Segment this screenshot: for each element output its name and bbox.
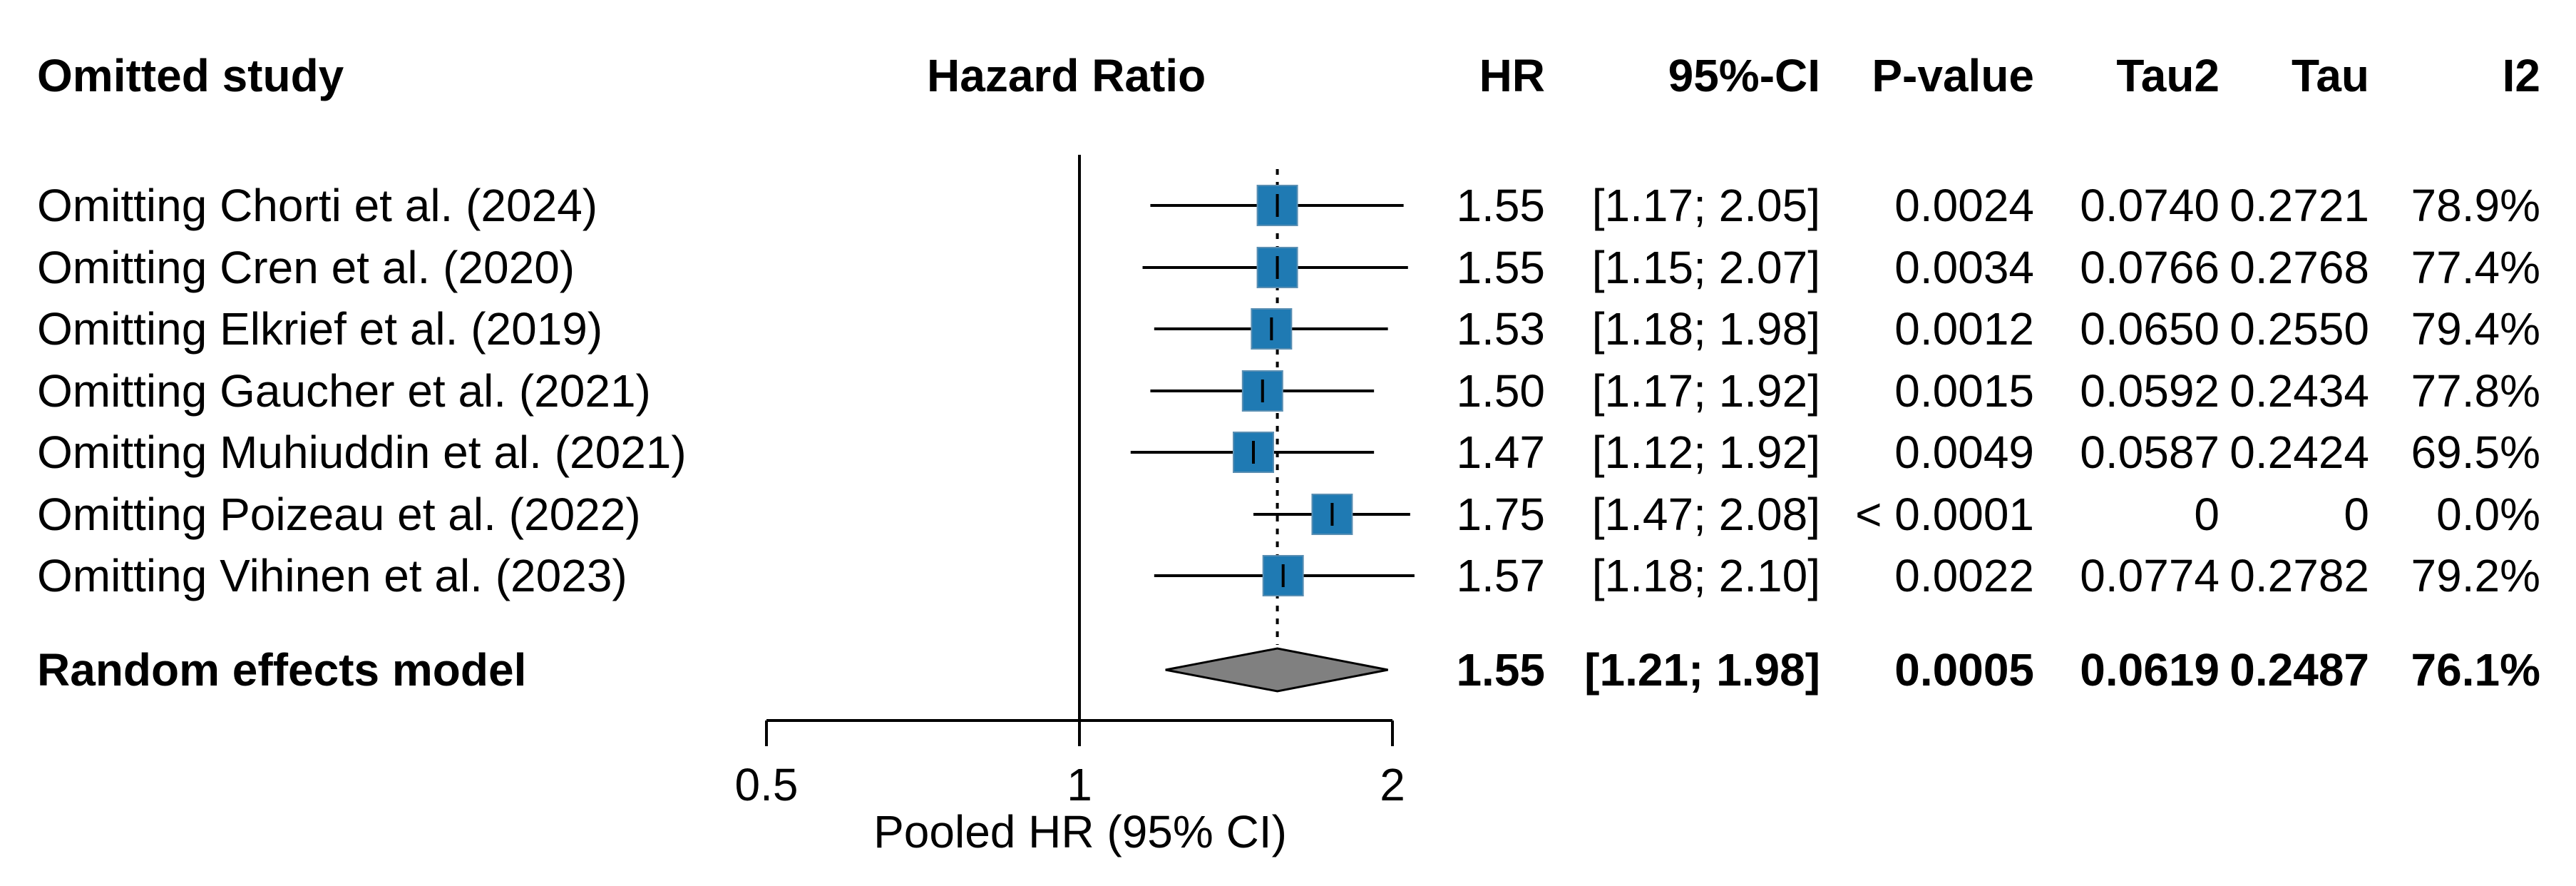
cell-p: 0.0024 xyxy=(1894,180,2034,231)
cell-ci: [1.47; 2.08] xyxy=(1592,489,1820,540)
cell-i2: 77.8% xyxy=(2411,365,2540,417)
summary-cell-tau2: 0.0619 xyxy=(2080,644,2220,696)
cell-i2: 77.4% xyxy=(2411,242,2540,293)
cell-hr: 1.75 xyxy=(1456,489,1545,540)
study-row: Omitting Vihinen et al. (2023) 1.57 [1.18;… xyxy=(37,550,2540,601)
study-row: Omitting Gaucher et al. (2021) 1.50 [1.17;… xyxy=(37,365,2540,417)
cell-i2: 79.4% xyxy=(2411,303,2540,355)
cell-hr: 1.55 xyxy=(1456,180,1545,231)
x-axis-label: Pooled HR (95% CI) xyxy=(873,806,1287,857)
x-tick-label: 2 xyxy=(1380,759,1405,810)
cell-p: 0.0022 xyxy=(1894,550,2034,601)
study-label: Omitting Vihinen et al. (2023) xyxy=(37,550,627,601)
cell-ci: [1.18; 2.10] xyxy=(1592,550,1820,601)
study-label: Omitting Muhiuddin et al. (2021) xyxy=(37,427,687,478)
cell-hr: 1.55 xyxy=(1456,242,1545,293)
study-row: Omitting Cren et al. (2020) 1.55 [1.15; 2.… xyxy=(37,242,2540,293)
study-label: Omitting Poizeau et al. (2022) xyxy=(37,489,641,540)
summary-cell-ci: [1.21; 1.98] xyxy=(1584,644,1820,696)
summary-row: Random effects model 1.55 [1.21; 1.98] 0.00… xyxy=(37,644,2540,696)
cell-tau2: 0.0587 xyxy=(2080,427,2220,478)
cell-p: 0.0049 xyxy=(1894,427,2034,478)
cell-ci: [1.15; 2.07] xyxy=(1592,242,1820,293)
cell-ci: [1.18; 1.98] xyxy=(1592,303,1820,355)
cell-tau2: 0.0766 xyxy=(2080,242,2220,293)
study-row: Omitting Chorti et al. (2024) 1.55 [1.17; … xyxy=(37,180,2540,231)
cell-p: 0.0034 xyxy=(1894,242,2034,293)
summary-cell-hr: 1.55 xyxy=(1456,644,1545,696)
cell-tau2: 0 xyxy=(2194,489,2220,540)
cell-tau2: 0.0650 xyxy=(2080,303,2220,355)
cell-i2: 0.0% xyxy=(2436,489,2540,540)
header-ci: 95%-CI xyxy=(1668,50,1820,101)
cell-tau: 0.2550 xyxy=(2229,303,2369,355)
summary-cell-p: 0.0005 xyxy=(1894,644,2034,696)
summary-label: Random effects model xyxy=(37,644,526,696)
x-tick-label: 0.5 xyxy=(735,759,799,810)
cell-p: < 0.0001 xyxy=(1855,489,2034,540)
header-hr: HR xyxy=(1479,50,1545,101)
study-label: Omitting Gaucher et al. (2021) xyxy=(37,365,651,417)
summary-cell-tau: 0.2487 xyxy=(2229,644,2369,696)
header-study: Omitted study xyxy=(37,50,344,101)
x-tick-label: 1 xyxy=(1067,759,1092,810)
cell-tau2: 0.0592 xyxy=(2080,365,2220,417)
cell-tau: 0.2424 xyxy=(2229,427,2369,478)
header-tau: Tau xyxy=(2292,50,2369,101)
cell-hr: 1.57 xyxy=(1456,550,1545,601)
study-label: Omitting Cren et al. (2020) xyxy=(37,242,575,293)
study-row: Omitting Muhiuddin et al. (2021) 1.47 [1.1… xyxy=(37,427,2540,478)
x-axis: 0.5 1 2 xyxy=(735,719,1405,810)
cell-tau: 0 xyxy=(2344,489,2369,540)
summary-cell-i2: 76.1% xyxy=(2411,644,2540,696)
study-rows: Omitting Chorti et al. (2024) 1.55 [1.17; … xyxy=(37,180,2540,601)
cell-tau: 0.2782 xyxy=(2229,550,2369,601)
cell-tau: 0.2434 xyxy=(2229,365,2369,417)
study-label: Omitting Chorti et al. (2024) xyxy=(37,180,597,231)
summary-diamond xyxy=(1165,647,1388,693)
cell-ci: [1.12; 1.92] xyxy=(1592,427,1820,478)
cell-p: 0.0015 xyxy=(1894,365,2034,417)
header-tau2: Tau2 xyxy=(2116,50,2220,101)
cell-i2: 69.5% xyxy=(2411,427,2540,478)
study-row: Omitting Elkrief et al. (2019) 1.53 [1.18;… xyxy=(37,303,2540,355)
study-row: Omitting Poizeau et al. (2022) 1.75 [1.47;… xyxy=(37,489,2540,540)
cell-hr: 1.47 xyxy=(1456,427,1545,478)
cell-hr: 1.50 xyxy=(1456,365,1545,417)
cell-i2: 78.9% xyxy=(2411,180,2540,231)
cell-tau2: 0.0740 xyxy=(2080,180,2220,231)
header-hazard-ratio: Hazard Ratio xyxy=(927,50,1206,101)
cell-hr: 1.53 xyxy=(1456,303,1545,355)
cell-p: 0.0012 xyxy=(1894,303,2034,355)
study-label: Omitting Elkrief et al. (2019) xyxy=(37,303,602,355)
cell-ci: [1.17; 1.92] xyxy=(1592,365,1820,417)
header-p-value: P-value xyxy=(1872,50,2034,101)
cell-i2: 79.2% xyxy=(2411,550,2540,601)
cell-ci: [1.17; 2.05] xyxy=(1592,180,1820,231)
cell-tau: 0.2768 xyxy=(2229,242,2369,293)
cell-tau2: 0.0774 xyxy=(2080,550,2220,601)
cell-tau: 0.2721 xyxy=(2229,180,2369,231)
header-i2: I2 xyxy=(2503,50,2540,101)
